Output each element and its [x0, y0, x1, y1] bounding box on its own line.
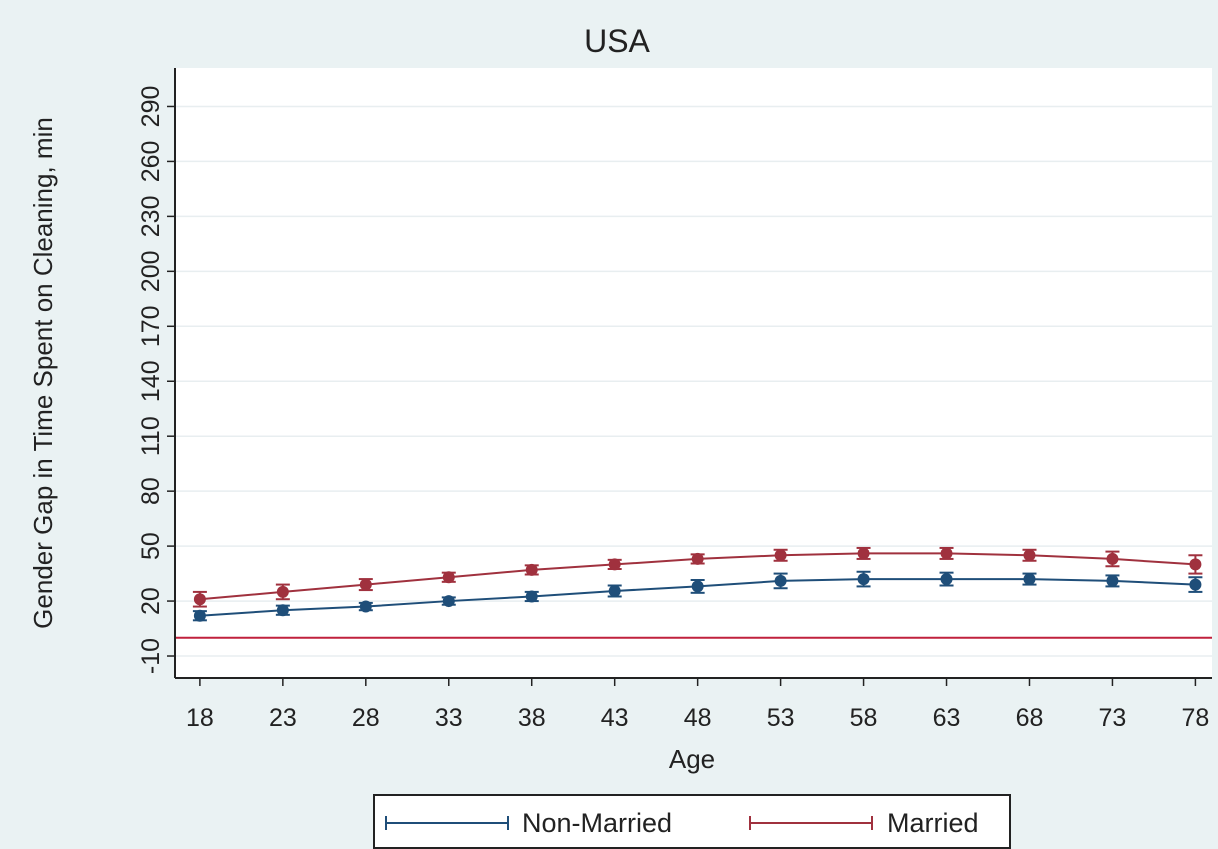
x-tick-label: 63: [933, 704, 961, 732]
point-non-married: [442, 595, 455, 608]
y-tick-label: 140: [137, 360, 165, 402]
point-married: [857, 547, 870, 560]
y-tick-label: 80: [137, 477, 165, 505]
x-tick-label: 18: [186, 704, 214, 732]
point-non-married: [774, 574, 787, 587]
y-tick-label: 230: [137, 196, 165, 238]
point-married: [1106, 552, 1119, 565]
legend-item-non-married: Non-Married: [385, 808, 672, 838]
x-tick-label: 43: [601, 704, 629, 732]
point-married: [608, 558, 621, 571]
x-tick-label: 73: [1099, 704, 1127, 732]
x-tick-label: 78: [1182, 704, 1210, 732]
tick-labels: -10 20 50 80 110 140 170 200 230 260 290 18 23 28 33 38…: [137, 86, 1209, 732]
chart-title: USA: [584, 23, 650, 59]
legend: Non-Married Married: [373, 794, 1011, 849]
x-tick-label: 68: [1016, 704, 1044, 732]
point-married: [276, 585, 289, 598]
x-axis-label: Age: [669, 744, 715, 774]
point-non-married: [1023, 573, 1036, 586]
point-married: [442, 571, 455, 584]
point-married: [359, 578, 372, 591]
x-tick-label: 48: [684, 704, 712, 732]
point-married: [940, 547, 953, 560]
legend-label-married: Married: [887, 808, 979, 838]
y-tick-label: 50: [137, 532, 165, 560]
grid-lines: [175, 105, 1212, 657]
x-tick-label: 38: [518, 704, 546, 732]
point-married: [1023, 549, 1036, 562]
y-tick-label: 170: [137, 305, 165, 347]
plot-area: [175, 68, 1212, 678]
legend-item-married: Married: [749, 808, 979, 838]
y-tick-label: 290: [137, 86, 165, 128]
point-married: [774, 549, 787, 562]
point-non-married: [857, 573, 870, 586]
point-non-married: [276, 604, 289, 617]
x-tick-label: 28: [352, 704, 380, 732]
point-married: [525, 563, 538, 576]
point-non-married: [940, 573, 953, 586]
series-layer: [192, 546, 1203, 622]
legend-box: [373, 794, 1011, 849]
y-tick-label: -10: [137, 638, 165, 674]
point-married: [1189, 558, 1202, 571]
y-tick-label: 260: [137, 141, 165, 183]
point-non-married: [608, 584, 621, 597]
point-non-married: [1106, 574, 1119, 587]
y-axis-label: Gender Gap in Time Spent on Cleaning, mi…: [28, 117, 58, 629]
y-tick-label: 20: [137, 587, 165, 615]
y-tick-label: 200: [137, 250, 165, 292]
point-non-married: [1189, 578, 1202, 591]
point-married: [691, 552, 704, 565]
axes: [167, 68, 1212, 686]
x-tick-label: 33: [435, 704, 463, 732]
point-non-married: [525, 590, 538, 603]
x-tick-label: 53: [767, 704, 795, 732]
point-non-married: [193, 609, 206, 622]
x-tick-label: 58: [850, 704, 878, 732]
point-non-married: [359, 600, 372, 613]
point-non-married: [691, 580, 704, 593]
x-tick-label: 23: [269, 704, 297, 732]
legend-label-non-married: Non-Married: [522, 808, 672, 838]
y-tick-label: 110: [137, 416, 165, 456]
point-married: [193, 593, 206, 606]
